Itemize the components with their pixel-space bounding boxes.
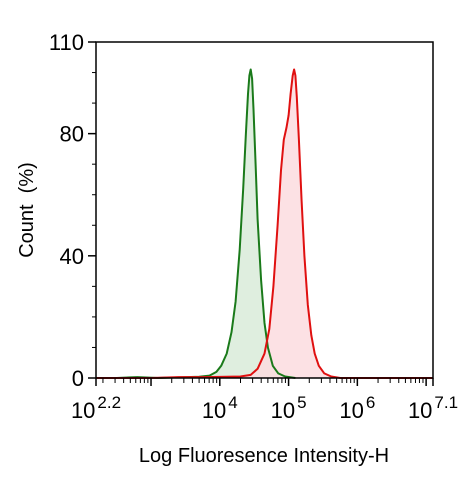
- y-tick-label: 110: [49, 30, 84, 55]
- x-tick-label: 10 4: [202, 393, 238, 423]
- x-tick-label: 10 5: [271, 393, 307, 423]
- x-tick-label: 10 6: [339, 393, 375, 423]
- x-axis-title: Log Fluoresence Intensity-H: [139, 445, 389, 467]
- y-axis-title: Count (%): [16, 162, 38, 258]
- series-layer: [96, 68, 433, 379]
- plot-frame: [95, 41, 434, 379]
- y-tick-label: 80: [60, 122, 84, 147]
- series-2-line: [96, 68, 433, 379]
- x-tick-label: 10 7.1: [408, 393, 458, 423]
- y-tick-label: 40: [60, 244, 84, 269]
- series-1-line: [96, 68, 296, 379]
- axis-layer: 0 40 80 110 10 2.2 10 4 10 5 10 6 10 7.1: [49, 30, 458, 423]
- x-tick-label: 10 2.2: [71, 393, 121, 423]
- y-tick-label: 0: [72, 366, 84, 391]
